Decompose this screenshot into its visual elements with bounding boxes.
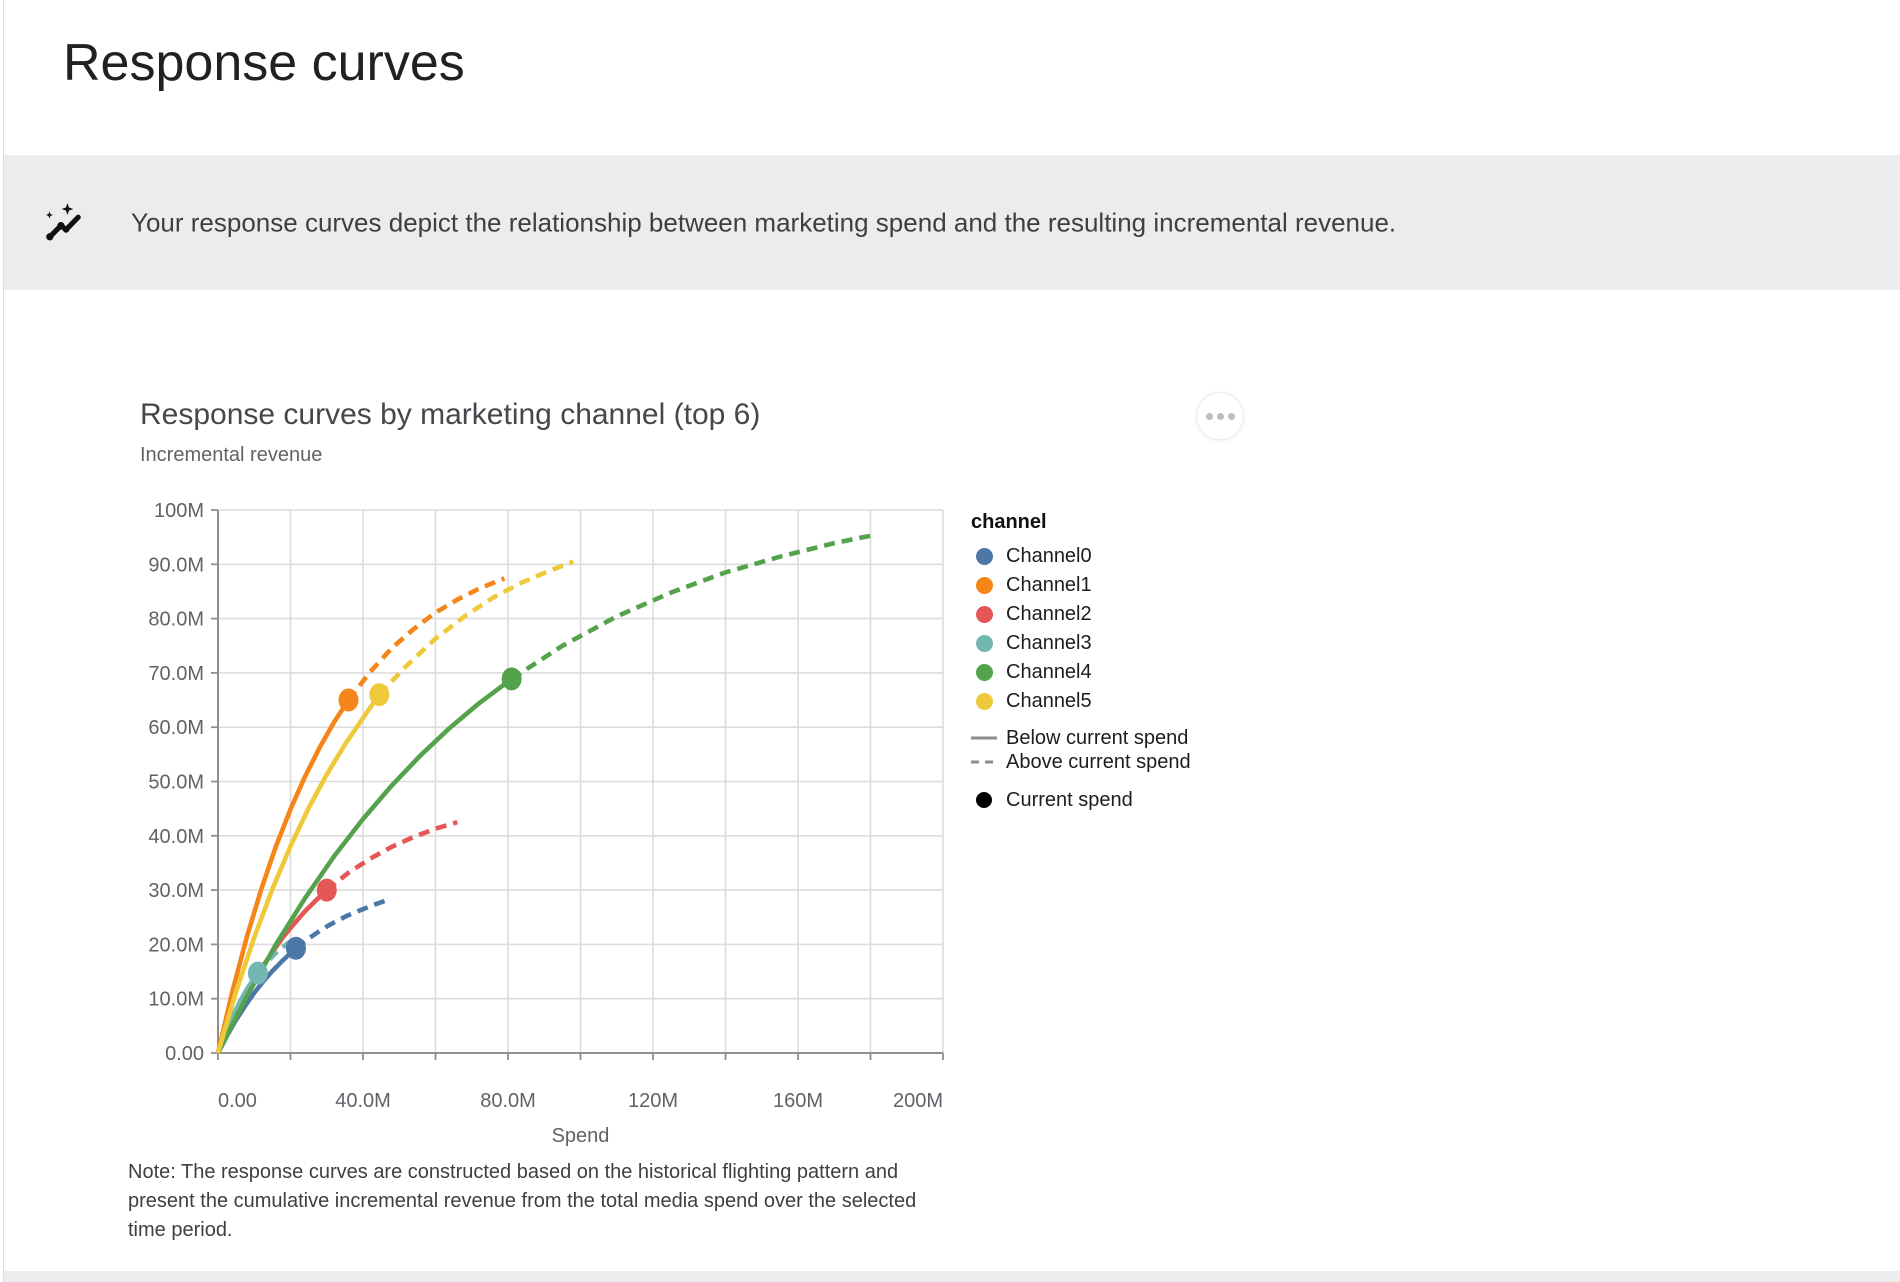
insights-icon [41, 200, 87, 246]
legend-item-channel1: Channel1 [971, 571, 1191, 600]
x-tick-label: 0.00 [218, 1090, 257, 1112]
y-tick-label: 50.0M [148, 772, 204, 794]
series-channel1 [215, 576, 506, 1054]
curve-below-current-spend [215, 677, 513, 1055]
x-tick-label: 200M [893, 1090, 943, 1112]
y-tick-label: 90.0M [148, 554, 204, 576]
y-axis: 0.00 10.0M 20.0M 30.0M 40.0M 50.0M 60.0M 70.0M 8… [148, 500, 219, 1065]
legend-label: Below current spend [1006, 726, 1189, 749]
series-channel5 [215, 559, 575, 1054]
y-tick-label: 20.0M [148, 934, 204, 956]
legend-linestyle-dashed: Above current spend [971, 750, 1191, 774]
x-tick-label: 40.0M [335, 1090, 391, 1112]
page-title: Response curves [63, 34, 465, 92]
curve-below-current-spend [215, 698, 351, 1054]
legend-linestyle-solid: Below current spend [971, 726, 1191, 750]
current-spend-point-channel1 [338, 688, 359, 712]
legend-point-swatch [976, 792, 992, 808]
x-axis: 0.00 40.0M 80.0M 120M 160M 200M Spend [217, 1052, 944, 1147]
y-tick-label: 60.0M [148, 717, 204, 739]
chart-note: Note: The response curves are constructe… [128, 1161, 917, 1241]
x-tick-label: 120M [628, 1090, 678, 1112]
legend-swatch [975, 693, 993, 710]
y-tick-label: 0.00 [165, 1043, 204, 1065]
legend-label: Channel5 [1006, 690, 1092, 712]
x-tick-label: 80.0M [480, 1090, 536, 1112]
more-options-icon [1205, 412, 1213, 420]
legend-label: Channel1 [1006, 574, 1092, 596]
legend-label: Above current spend [1006, 750, 1191, 773]
legend-item-channel2: Channel2 [971, 600, 1191, 629]
legend-title: channel [971, 511, 1047, 533]
current-spend-points [247, 667, 522, 985]
chart-legend: channel Channel0 Channel1 Channel2 Channel3 C… [971, 510, 1191, 814]
series-channel4 [215, 532, 875, 1055]
current-spend-point-channel5 [369, 683, 390, 707]
legend-swatch [975, 577, 993, 594]
legend-swatch [975, 548, 993, 565]
legend-label: Channel2 [1006, 603, 1092, 625]
legend-swatch [975, 606, 993, 623]
chart-options-button[interactable] [1196, 392, 1244, 440]
current-spend-point-channel3 [247, 961, 268, 985]
x-axis-title: Spend [552, 1125, 610, 1147]
legend-item-channel0: Channel0 [971, 542, 1191, 571]
legend-item-channel3: Channel3 [971, 629, 1191, 658]
legend-label: Channel0 [1006, 545, 1092, 567]
insight-banner: Your response curves depict the relation… [4, 155, 1900, 290]
legend-swatch [975, 664, 993, 681]
response-curves [215, 532, 875, 1055]
current-spend-point-channel2 [316, 878, 337, 902]
y-tick-label: 40.0M [148, 826, 204, 848]
panel-left-border [3, 0, 4, 1282]
legend-item-channel4: Channel4 [971, 658, 1191, 687]
legend-current-spend: Current spend [971, 786, 1191, 814]
x-tick-label: 160M [773, 1090, 823, 1112]
next-section-divider [4, 1271, 1900, 1282]
y-tick-label: 80.0M [148, 609, 204, 631]
legend-swatch [975, 635, 993, 652]
legend-label: Channel4 [1006, 661, 1092, 683]
curve-above-current-spend [346, 576, 506, 702]
y-tick-label: 100M [154, 500, 204, 522]
y-tick-label: 30.0M [148, 880, 204, 902]
legend-label: Channel3 [1006, 632, 1092, 654]
current-spend-point-channel4 [501, 667, 522, 691]
banner-text: Your response curves depict the relation… [131, 207, 1397, 237]
gridlines [217, 509, 944, 1054]
chart-title: Response curves by marketing channel (to… [140, 398, 761, 431]
curve-above-current-spend [325, 819, 458, 892]
legend-label: Current spend [1006, 788, 1133, 811]
current-spend-point-channel0 [285, 936, 306, 960]
curve-above-current-spend [377, 559, 575, 697]
curve-above-current-spend [510, 532, 875, 681]
y-tick-label: 10.0M [148, 989, 204, 1011]
legend-item-channel5: Channel5 [971, 687, 1191, 716]
y-tick-label: 70.0M [148, 663, 204, 685]
response-curves-chart: 0.00 40.0M 80.0M 120M 160M 200M Spend 0.00 10.0M… [148, 500, 944, 1147]
curve-below-current-spend [215, 693, 382, 1054]
y-axis-title: Incremental revenue [140, 444, 323, 466]
